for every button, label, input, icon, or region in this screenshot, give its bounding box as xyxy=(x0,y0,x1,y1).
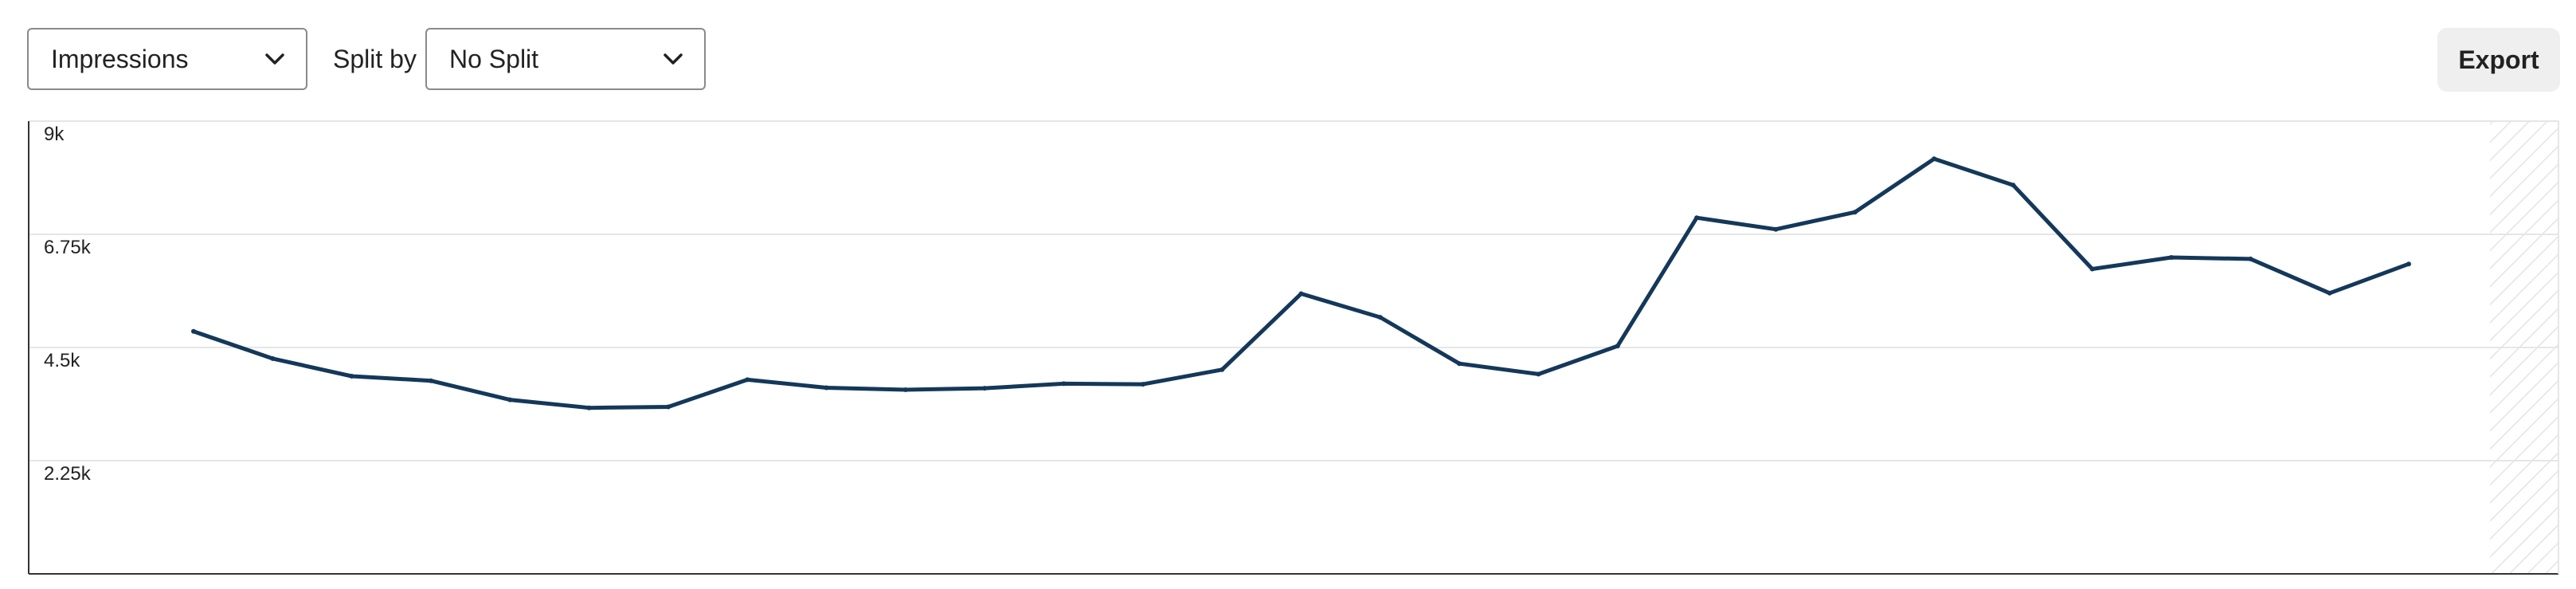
data-point[interactable] xyxy=(1536,371,1541,377)
chevron-down-icon xyxy=(663,49,683,69)
data-point[interactable] xyxy=(1219,367,1225,372)
data-point[interactable] xyxy=(902,387,908,392)
data-point[interactable] xyxy=(349,374,354,379)
data-point[interactable] xyxy=(1773,226,1779,232)
y-tick-label: 9k xyxy=(44,124,65,145)
data-point[interactable] xyxy=(2010,183,2016,188)
data-point[interactable] xyxy=(2406,261,2411,267)
data-point[interactable] xyxy=(2248,256,2253,261)
data-point[interactable] xyxy=(1377,315,1383,320)
incomplete-period-shading xyxy=(2490,121,2558,574)
data-point[interactable] xyxy=(745,377,750,383)
data-point[interactable] xyxy=(2169,255,2174,260)
data-point[interactable] xyxy=(270,355,276,361)
data-point[interactable] xyxy=(1061,381,1067,387)
export-button[interactable]: Export xyxy=(2437,28,2560,92)
data-point[interactable] xyxy=(982,386,988,391)
metric-select[interactable]: Impressions xyxy=(27,28,307,90)
data-point[interactable] xyxy=(429,378,433,383)
y-tick-label: 6.75k xyxy=(44,237,92,258)
data-point[interactable] xyxy=(1457,361,1462,367)
split-select[interactable]: No Split xyxy=(425,28,706,90)
data-point[interactable] xyxy=(1615,344,1620,349)
data-point[interactable] xyxy=(824,385,829,391)
chevron-down-icon xyxy=(264,49,285,69)
data-point[interactable] xyxy=(1694,215,1700,221)
data-point[interactable] xyxy=(1140,382,1145,387)
data-point[interactable] xyxy=(507,397,513,402)
data-point[interactable] xyxy=(1932,156,1937,162)
data-point[interactable] xyxy=(2089,266,2095,272)
data-point[interactable] xyxy=(191,328,196,334)
data-point[interactable] xyxy=(1852,210,1858,215)
data-point[interactable] xyxy=(2327,290,2332,296)
y-tick-label: 4.5k xyxy=(44,350,80,371)
metric-select-value: Impressions xyxy=(51,44,189,73)
series-line xyxy=(191,156,2411,410)
data-point[interactable] xyxy=(586,405,592,410)
split-select-value: No Split xyxy=(449,44,539,73)
split-by-label: Split by xyxy=(333,44,417,73)
y-tick-label: 2.25k xyxy=(44,463,92,485)
data-point[interactable] xyxy=(665,404,671,410)
data-point[interactable] xyxy=(1298,291,1304,296)
